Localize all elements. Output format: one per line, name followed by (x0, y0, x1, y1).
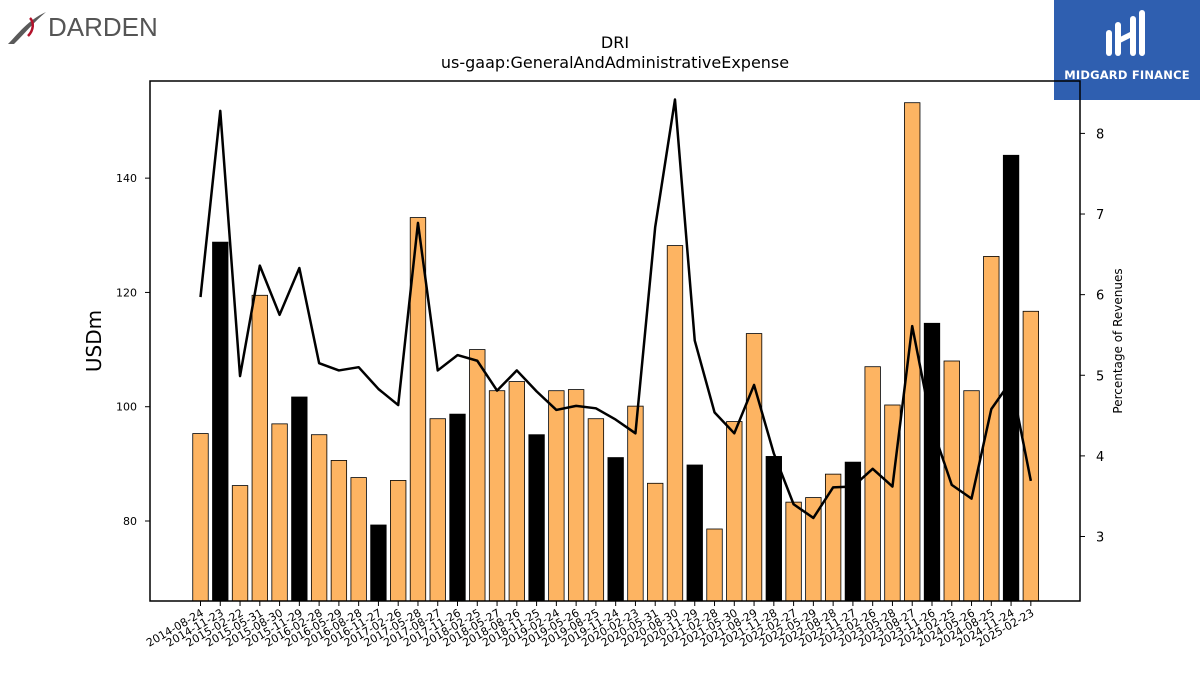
bar (567, 389, 585, 602)
bar (528, 434, 545, 602)
bar (251, 294, 268, 602)
bar (370, 524, 387, 602)
bar (666, 245, 684, 602)
bar (488, 390, 506, 602)
y-tick-label: 80 (123, 515, 137, 528)
darden-logo: DARDEN (4, 4, 174, 48)
bar (745, 333, 763, 602)
bar (271, 423, 288, 602)
y-right-tick-label: 4 (1096, 450, 1104, 465)
bar (706, 528, 723, 602)
bar-group (192, 102, 1039, 602)
y-right-tick-label: 7 (1096, 208, 1104, 223)
bar (449, 413, 466, 602)
bar (647, 482, 664, 602)
bar (686, 464, 703, 602)
y-right-tick-label: 3 (1096, 531, 1104, 546)
bar (943, 360, 960, 602)
y-right-tick-label: 5 (1096, 369, 1104, 384)
bar (607, 457, 624, 602)
bar (548, 390, 565, 602)
y-tick-label: 120 (116, 286, 137, 299)
bar (765, 456, 782, 602)
bar (390, 480, 407, 602)
midgard-wordmark: MIDGARD FINANCE (1064, 68, 1190, 82)
y-right-tick-label: 8 (1096, 127, 1104, 142)
y-axis-left: 80 100 120 140 (116, 172, 150, 528)
bar (923, 322, 941, 602)
bar (587, 418, 605, 602)
plot-frame (149, 80, 1081, 602)
bar (824, 473, 842, 602)
bar (330, 460, 348, 602)
bar (627, 405, 644, 602)
bar (429, 418, 446, 602)
bar (291, 396, 308, 602)
y-axis-label: USDm (82, 310, 106, 372)
midgard-mark-icon (1106, 10, 1145, 56)
bar (469, 349, 486, 602)
x-axis: 2014-08-242014-11-232015-02-222015-05-31… (144, 601, 1036, 650)
y-tick-label: 100 (116, 401, 137, 414)
series-line (199, 98, 1033, 520)
bar (192, 433, 209, 602)
y-axis-right: 3 4 5 6 7 8 (1080, 127, 1104, 546)
bar (508, 381, 525, 602)
bar (785, 501, 802, 602)
bar (231, 485, 249, 602)
bar (212, 241, 229, 602)
y-tick-label: 140 (116, 172, 137, 185)
y-axis-right-label: Percentage of Revenues (1111, 268, 1125, 413)
chart-title: DRI (601, 33, 629, 52)
chart-subtitle: us-gaap:GeneralAndAdministrativeExpense (441, 53, 789, 72)
bar (1002, 154, 1020, 602)
darden-swoosh-icon (8, 12, 46, 44)
darden-wordmark: DARDEN (48, 12, 158, 42)
bar (864, 366, 881, 602)
y-right-tick-label: 6 (1096, 289, 1104, 304)
bar (310, 434, 328, 602)
bar (726, 421, 743, 602)
line-group (199, 98, 1033, 520)
midgard-finance-logo: MIDGARD FINANCE (1054, 0, 1200, 100)
bar (350, 477, 367, 602)
